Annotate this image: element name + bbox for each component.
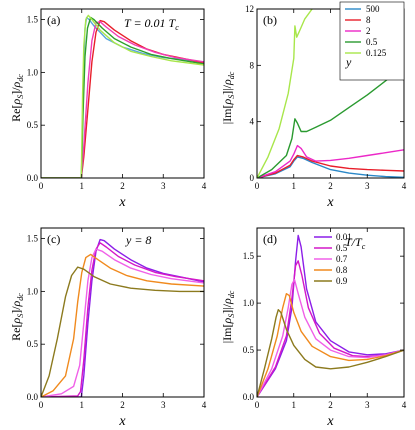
panel-b-series-2 — [257, 144, 404, 178]
panel-c-xlabel: x — [118, 414, 126, 429]
panel-a-xtick-label: 1 — [80, 181, 85, 191]
panel-d-series-0 — [257, 234, 404, 397]
panel-a-xlabel: x — [118, 195, 126, 210]
panel-b-ylabel: |Im[ρS]|/ρdc — [220, 71, 236, 124]
panel-b-series-3 — [257, 64, 404, 178]
panel-b-legend-entry: 500 — [366, 4, 380, 14]
panel-c-ylabel: Re[ρS]/ρdc — [9, 293, 25, 341]
panel-d-xtick-label: 3 — [365, 400, 370, 410]
panel-a-xtick-label: 0 — [39, 181, 44, 191]
panel-c-series-0 — [41, 238, 204, 397]
panel-a-ytick-label: 1.5 — [27, 15, 39, 25]
panel-d-legend: 0.010.50.70.80.9 — [314, 232, 352, 286]
panel-d-label: (d) — [263, 232, 277, 246]
panel-b-ytick-label: 4 — [250, 117, 255, 127]
panel-c-series-4 — [41, 266, 204, 397]
panel-d-xlabel: x — [326, 414, 334, 429]
panel-c-xtick-label: 4 — [202, 400, 207, 410]
panel-d-legend-entry: 0.5 — [336, 243, 348, 253]
panel-a-series-2 — [41, 21, 204, 178]
panel-a-ylabel: Re[ρS]/ρdc — [9, 74, 25, 122]
panel-d-ytick-label: 0.0 — [243, 392, 255, 402]
panel-c-ytick-label: 1.0 — [27, 286, 39, 296]
panel-b-legend-entry: 0.125 — [366, 48, 387, 58]
panel-a: 0 1 2 3 4 0.0 0.5 1.0 1.5 (a) x — [27, 8, 207, 210]
panel-d-ytick-label: 1.5 — [243, 251, 255, 261]
panel-b-series-1 — [257, 154, 404, 178]
panel-d-series-2 — [257, 278, 404, 397]
panel-a-frame — [40, 8, 205, 179]
panel-a-ytick-label: 0.0 — [27, 173, 39, 183]
panel-a-xtick-label: 2 — [120, 181, 125, 191]
panel-d-ylabel: |Im[ρS]|/ρdc — [220, 290, 236, 343]
panel-b-legend-entry: 8 — [366, 15, 371, 25]
panel-b-label: (b) — [263, 13, 277, 27]
panel-c-annotation: y = 8 — [125, 233, 151, 247]
panel-b-xtick-label: 0 — [255, 181, 260, 191]
panel-a-series-3 — [41, 16, 204, 178]
panel-b-legend-frame — [339, 1, 405, 81]
panel-a-series-0 — [41, 16, 204, 178]
panel-d-legend-entry: 0.8 — [336, 265, 348, 275]
panel-d-ytick-label: 1.0 — [243, 298, 255, 308]
panel-b-xtick-label: 4 — [402, 181, 407, 191]
panel-c-series-2 — [41, 248, 204, 397]
panel-c-ytick-label: 0.0 — [27, 392, 39, 402]
panel-b-ytick-label: 12 — [245, 4, 254, 14]
panel-c-label: (c) — [47, 232, 60, 246]
panel-d-legend-entry: 0.7 — [336, 254, 348, 264]
panel-b-xtick-label: 2 — [328, 181, 333, 191]
panel-d-series-4 — [257, 309, 404, 397]
panel-c-frame — [40, 227, 205, 398]
panel-a-series-1 — [41, 19, 204, 178]
panel-d-legend-title: T/Tc — [345, 235, 366, 251]
panel-c-xtick-label: 3 — [161, 400, 166, 410]
panel-b-series-4 — [257, 9, 313, 178]
panel-b-ytick-label: 8 — [250, 60, 255, 70]
panel-b-legend-entry: 0.5 — [366, 37, 378, 47]
panel-a-xtick-label: 3 — [161, 181, 166, 191]
panel-c-series-3 — [41, 253, 204, 397]
panel-b-legend-title: y — [345, 55, 352, 69]
panel-d-xtick-label: 2 — [328, 400, 333, 410]
panel-c-ytick-label: 0.5 — [27, 339, 39, 349]
panel-d-frame — [256, 227, 405, 398]
panel-a-xtick-label: 4 — [202, 181, 207, 191]
panel-d-ytick-label: 0.5 — [243, 345, 255, 355]
panel-d-legend-entry: 0.01 — [336, 232, 352, 242]
panel-c: 0 1 2 3 4 0.0 0.5 1.0 1.5 (c) x — [27, 227, 207, 429]
panel-b-xtick-label: 1 — [292, 181, 297, 191]
panel-b-series-0 — [257, 156, 404, 178]
panel-d-xtick-label: 0 — [255, 400, 260, 410]
panel-b-legend-entry: 2 — [366, 26, 371, 36]
panel-d-xtick-label: 1 — [292, 400, 297, 410]
panel-d-legend-entry: 0.9 — [336, 276, 348, 286]
panel-a-label: (a) — [47, 13, 60, 27]
plots-layer: 0 1 2 3 40.00.51.01.5 (a)x0 1 2 3 404812(b)x50082… — [27, 1, 407, 429]
panel-c-xtick-label: 0 — [39, 400, 44, 410]
panel-a-ytick-label: 0.5 — [27, 120, 39, 130]
panel-c-ytick-label: 1.5 — [27, 234, 39, 244]
panel-c-xtick-label: 1 — [80, 400, 85, 410]
panel-d-series-3 — [257, 293, 404, 397]
panel-d-xtick-label: 4 — [402, 400, 407, 410]
panel-b-ytick-label: 0 — [250, 173, 255, 183]
panel-c-series-1 — [41, 242, 204, 397]
panel-a-annotation: T = 0.01 Tc — [124, 16, 179, 32]
panel-b-xlabel: x — [326, 195, 334, 210]
panel-b-xtick-label: 3 — [365, 181, 370, 191]
panel-a-ytick-label: 1.0 — [27, 67, 39, 77]
panel-c-xtick-label: 2 — [120, 400, 125, 410]
panel-d: 0 1 2 3 40.00.51.01.5(d)x0.010.50.70.80.9 — [243, 227, 407, 429]
panel-a-series-4 — [41, 14, 204, 178]
